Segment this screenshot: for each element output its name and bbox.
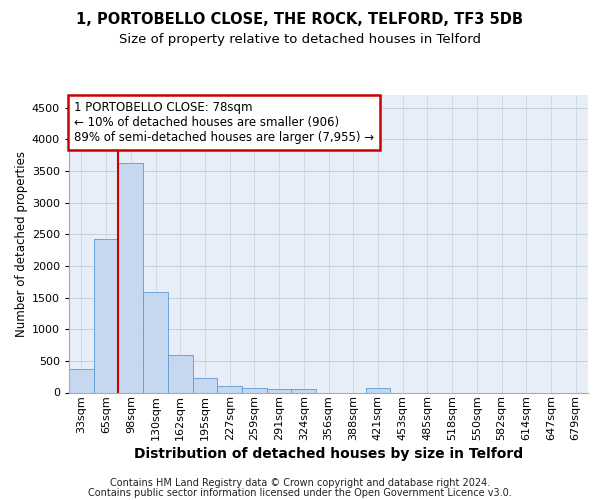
- Y-axis label: Number of detached properties: Number of detached properties: [14, 151, 28, 337]
- Bar: [365, 388, 390, 392]
- Bar: [292, 390, 316, 392]
- Text: Contains public sector information licensed under the Open Government Licence v3: Contains public sector information licen…: [88, 488, 512, 498]
- Bar: [242, 388, 267, 392]
- Text: 1, PORTOBELLO CLOSE, THE ROCK, TELFORD, TF3 5DB: 1, PORTOBELLO CLOSE, THE ROCK, TELFORD, …: [77, 12, 523, 28]
- Bar: [267, 388, 292, 392]
- X-axis label: Distribution of detached houses by size in Telford: Distribution of detached houses by size …: [134, 448, 523, 462]
- Text: Size of property relative to detached houses in Telford: Size of property relative to detached ho…: [119, 32, 481, 46]
- Bar: [69, 369, 94, 392]
- Text: Contains HM Land Registry data © Crown copyright and database right 2024.: Contains HM Land Registry data © Crown c…: [110, 478, 490, 488]
- Bar: [94, 240, 118, 392]
- Bar: [217, 386, 242, 392]
- Bar: [143, 292, 168, 392]
- Text: 1 PORTOBELLO CLOSE: 78sqm
← 10% of detached houses are smaller (906)
89% of semi: 1 PORTOBELLO CLOSE: 78sqm ← 10% of detac…: [74, 101, 374, 144]
- Bar: [168, 354, 193, 393]
- Bar: [118, 164, 143, 392]
- Bar: [193, 378, 217, 392]
